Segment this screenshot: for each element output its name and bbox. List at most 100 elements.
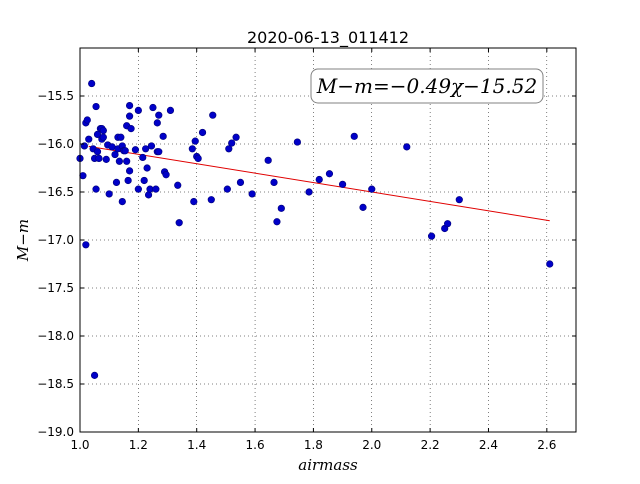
y-tick-label: −16.0: [37, 137, 74, 151]
y-tick-label: −15.5: [37, 89, 74, 103]
ticks: 1.0 1.2 1.4 1.6 1.8 2.0 2.2 2.4 2.6 −15.5 −16.0 −16…: [37, 48, 576, 452]
data-point: [155, 148, 163, 156]
data-point: [139, 153, 147, 162]
x-tick-label: 2.2: [421, 438, 440, 452]
data-point: [427, 232, 436, 240]
data-point: [166, 106, 175, 114]
x-tick-label: 1.4: [187, 438, 206, 452]
data-point: [143, 164, 151, 172]
data-point: [88, 79, 96, 88]
data-point: [127, 125, 135, 133]
data-point: [121, 147, 129, 155]
data-point: [111, 150, 119, 159]
data-point: [175, 219, 183, 227]
x-tick-label: 1.2: [129, 438, 148, 452]
data-point: [90, 371, 99, 379]
data-point: [188, 145, 196, 153]
data-point: [207, 196, 215, 204]
data-point: [264, 156, 272, 164]
data-point: [359, 203, 367, 211]
data-point: [149, 103, 157, 112]
y-axis-label: M−m: [14, 219, 32, 262]
data-point: [209, 111, 217, 119]
x-tick-label: 2.4: [479, 438, 498, 452]
data-point: [92, 102, 100, 111]
data-point: [99, 133, 107, 141]
data-point: [102, 155, 110, 163]
data-point: [228, 139, 236, 147]
data-point: [198, 128, 207, 137]
data-point: [248, 190, 256, 198]
y-tick-label: −17.5: [37, 281, 74, 295]
data-point: [147, 142, 156, 150]
data-point: [126, 101, 134, 110]
data-point: [134, 185, 142, 193]
x-tick-label: 1.8: [304, 438, 323, 452]
data-point: [92, 185, 100, 193]
data-point: [236, 178, 245, 186]
data-point: [93, 148, 102, 156]
y-tick-label: −16.5: [37, 185, 74, 199]
data-point: [105, 190, 113, 198]
fit-annotation: M−m=−0.49χ−15.52: [310, 68, 544, 104]
data-point: [191, 137, 199, 145]
x-tick-label: 1.0: [70, 438, 89, 452]
data-point: [455, 196, 463, 204]
data-point: [232, 133, 240, 141]
chart-title: 2020-06-13_011412: [247, 28, 409, 48]
data-point: [403, 143, 411, 151]
grid: [79, 48, 576, 433]
x-tick-label: 2.0: [362, 438, 381, 452]
x-tick-label: 2.6: [537, 438, 556, 452]
data-point: [273, 218, 281, 226]
fit-equation: M−m=−0.49χ−15.52: [316, 74, 537, 98]
data-point: [126, 167, 134, 175]
data-point: [190, 198, 198, 206]
x-tick-label: 1.6: [246, 438, 265, 452]
data-point: [142, 145, 150, 153]
data-point: [350, 132, 358, 140]
y-tick-label: −17.0: [37, 233, 74, 247]
data-point: [225, 145, 233, 153]
y-tick-label: −18.5: [37, 377, 74, 391]
data-point: [117, 133, 125, 141]
data-point: [546, 260, 554, 268]
y-tick-label: −19.0: [37, 425, 74, 439]
data-point: [338, 180, 347, 188]
data-point: [270, 178, 278, 186]
data-point: [305, 188, 313, 196]
data-point: [174, 181, 182, 189]
data-point: [83, 116, 91, 124]
points-layer: [76, 79, 554, 379]
data-point: [162, 171, 170, 179]
data-point: [131, 146, 140, 154]
annotation-box: [310, 68, 544, 104]
data-point: [85, 135, 93, 143]
y-tick-label: −18.0: [37, 329, 74, 343]
data-point: [123, 157, 131, 165]
data-point: [99, 126, 107, 135]
data-point: [95, 154, 103, 162]
fit-line: [88, 145, 550, 222]
data-point: [124, 176, 132, 185]
data-point: [79, 172, 87, 180]
data-point: [277, 204, 285, 212]
data-point: [153, 119, 161, 127]
data-point: [152, 185, 160, 193]
data-point: [159, 132, 167, 140]
data-point: [118, 198, 126, 206]
data-point: [315, 175, 323, 184]
data-point: [223, 185, 231, 193]
x-axis-label: airmass: [298, 456, 358, 474]
data-point: [82, 241, 90, 249]
data-point: [368, 185, 376, 193]
data-point: [126, 112, 134, 120]
data-point: [112, 178, 121, 186]
data-point: [444, 220, 452, 228]
data-point: [293, 138, 301, 146]
data-point: [115, 157, 123, 165]
data-point: [140, 176, 148, 185]
data-point: [93, 130, 102, 138]
